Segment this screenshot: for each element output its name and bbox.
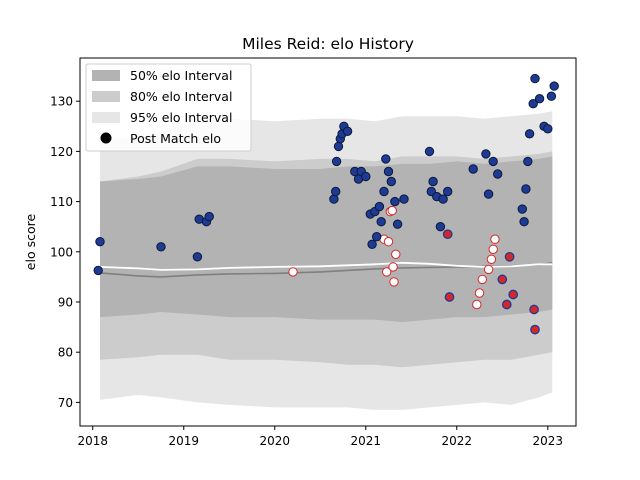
win-point bbox=[518, 205, 526, 213]
win-point bbox=[157, 243, 165, 251]
y-tick-label: 70 bbox=[58, 396, 73, 410]
legend-label-post-match: Post Match elo bbox=[130, 131, 221, 146]
win-point bbox=[380, 187, 388, 195]
loss-point bbox=[487, 255, 495, 263]
legend-label-50: 50% elo Interval bbox=[130, 68, 232, 83]
win-point bbox=[94, 266, 102, 274]
win-point bbox=[425, 147, 433, 155]
upset-loss-point bbox=[509, 290, 517, 298]
win-point bbox=[368, 240, 376, 248]
x-tick-label: 2022 bbox=[442, 434, 473, 448]
win-point bbox=[375, 202, 383, 210]
win-point bbox=[550, 82, 558, 90]
x-tick-label: 2023 bbox=[533, 434, 564, 448]
loss-point bbox=[484, 265, 492, 273]
loss-point bbox=[475, 289, 483, 297]
loss-point bbox=[489, 245, 497, 253]
upset-loss-point bbox=[531, 325, 539, 333]
y-tick-label: 110 bbox=[50, 195, 73, 209]
chart-title: Miles Reid: elo History bbox=[242, 35, 414, 53]
win-point bbox=[387, 177, 395, 185]
loss-point bbox=[473, 300, 481, 308]
win-point bbox=[544, 125, 552, 133]
win-point bbox=[330, 195, 338, 203]
win-point bbox=[391, 197, 399, 205]
y-tick-label: 130 bbox=[50, 95, 73, 109]
upset-loss-point bbox=[530, 305, 538, 313]
loss-point bbox=[389, 263, 397, 271]
band-50-interval bbox=[100, 156, 552, 322]
y-tick-label: 120 bbox=[50, 145, 73, 159]
win-point bbox=[384, 167, 392, 175]
legend-marker-post-match bbox=[101, 133, 112, 144]
win-point bbox=[334, 142, 342, 150]
x-tick-label: 2020 bbox=[259, 434, 290, 448]
win-point bbox=[205, 212, 213, 220]
win-point bbox=[193, 253, 201, 261]
y-tick-label: 90 bbox=[58, 295, 73, 309]
x-tick-label: 2021 bbox=[350, 434, 381, 448]
win-point bbox=[520, 218, 528, 226]
win-point bbox=[429, 177, 437, 185]
loss-point bbox=[384, 238, 392, 246]
upset-loss-point bbox=[505, 253, 513, 261]
win-point bbox=[494, 170, 502, 178]
win-point bbox=[469, 165, 477, 173]
legend-swatch-95 bbox=[92, 112, 120, 123]
win-point bbox=[439, 195, 447, 203]
win-point bbox=[362, 172, 370, 180]
win-point bbox=[524, 157, 532, 165]
win-point bbox=[535, 95, 543, 103]
loss-point bbox=[289, 268, 297, 276]
upset-loss-point bbox=[498, 275, 506, 283]
win-point bbox=[444, 187, 452, 195]
win-point bbox=[96, 238, 104, 246]
x-tick-label: 2019 bbox=[168, 434, 199, 448]
win-point bbox=[382, 155, 390, 163]
win-point bbox=[332, 157, 340, 165]
win-point bbox=[482, 150, 490, 158]
y-axis-label: elo score bbox=[23, 214, 38, 271]
loss-point bbox=[491, 235, 499, 243]
win-point bbox=[393, 220, 401, 228]
legend: 50% elo Interval 80% elo Interval 95% el… bbox=[86, 64, 251, 151]
x-axis: 2018 2019 2020 2021 2022 2023 bbox=[77, 426, 563, 448]
win-point bbox=[332, 187, 340, 195]
upset-loss-point bbox=[503, 300, 511, 308]
loss-point bbox=[390, 278, 398, 286]
win-point bbox=[343, 127, 351, 135]
loss-point bbox=[478, 275, 486, 283]
win-point bbox=[522, 185, 530, 193]
win-point bbox=[547, 92, 555, 100]
legend-label-80: 80% elo Interval bbox=[130, 89, 232, 104]
win-point bbox=[373, 233, 381, 241]
win-point bbox=[377, 218, 385, 226]
legend-swatch-50 bbox=[92, 70, 120, 81]
win-point bbox=[525, 130, 533, 138]
upset-loss-point bbox=[444, 230, 452, 238]
y-tick-label: 100 bbox=[50, 245, 73, 259]
win-point bbox=[484, 190, 492, 198]
y-tick-label: 80 bbox=[58, 346, 73, 360]
win-point bbox=[400, 195, 408, 203]
upset-loss-point bbox=[445, 293, 453, 301]
legend-label-95: 95% elo Interval bbox=[130, 110, 232, 125]
loss-point bbox=[388, 206, 396, 214]
loss-point bbox=[392, 250, 400, 258]
legend-swatch-80 bbox=[92, 91, 120, 102]
win-point bbox=[489, 157, 497, 165]
y-axis: 70 80 90 100 110 120 130 bbox=[50, 95, 80, 410]
x-tick-label: 2018 bbox=[77, 434, 108, 448]
win-point bbox=[531, 74, 539, 82]
win-point bbox=[436, 223, 444, 231]
